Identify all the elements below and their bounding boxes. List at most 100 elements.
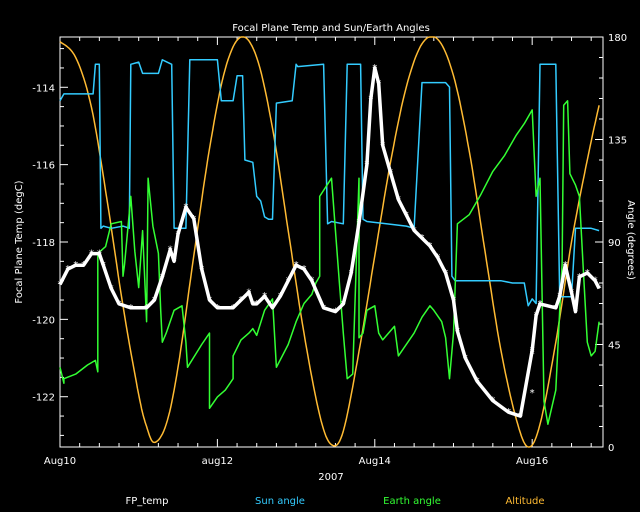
fp-temp-point: *	[506, 407, 511, 418]
fp-temp-point: *	[89, 249, 94, 260]
fp-temp-point: *	[597, 283, 602, 294]
fp-temp-point: *	[73, 260, 78, 271]
legend-item: Altitude	[505, 496, 544, 507]
y-tick-label-left: -114	[32, 83, 55, 94]
fp-temp-point: *	[341, 299, 346, 310]
fp-temp-point: *	[518, 411, 523, 422]
fp-temp-point: *	[577, 272, 582, 283]
fp-temp-point: *	[455, 326, 460, 337]
fp-temp-point: *	[254, 299, 259, 310]
fp-temp-point: *	[239, 295, 244, 306]
fp-temp-point: *	[207, 295, 212, 306]
x-tick-label: aug12	[202, 456, 234, 467]
fp-temp-point: *	[372, 63, 377, 74]
series-line-fp-temp	[58, 66, 601, 418]
y-tick-label-right: 0	[608, 443, 614, 454]
series-line-altitude	[59, 36, 600, 448]
legend: FP_temp Sun angle Earth angle Altitude	[126, 496, 545, 507]
fp-temp-point: *	[557, 291, 562, 302]
fp-temp-point: *	[191, 214, 196, 225]
fp-temp-point: *	[172, 256, 177, 267]
axis-ticks: Aug10 aug12 Aug14 Aug16 -114 -116 -118 -120 -122…	[32, 33, 627, 467]
fp-temp-point: *	[294, 260, 299, 271]
fp-temp-point: *	[286, 276, 291, 287]
fp-temp-outlier: *	[530, 349, 535, 360]
fp-temp-point: *	[183, 202, 188, 213]
y-tick-label-right: 180	[608, 33, 627, 44]
fp-temp-point: *	[388, 167, 393, 178]
fp-temp-point: *	[81, 260, 86, 271]
fp-temp-point: *	[231, 303, 236, 314]
fp-temp-point: *	[168, 245, 173, 256]
fp-temp-point: *	[451, 295, 456, 306]
fp-temp-point: *	[563, 260, 568, 271]
fp-temp-point: *	[357, 218, 362, 229]
fp-temp-point: *	[593, 276, 598, 287]
fp-temp-point: *	[109, 283, 114, 294]
legend-item: Sun angle	[255, 496, 305, 507]
fp-temp-point: *	[463, 353, 468, 364]
fp-temp-point: *	[490, 396, 495, 407]
fp-temp-point: *	[412, 225, 417, 236]
fp-temp-point: *	[435, 252, 440, 263]
series-layer: ** * ** **** * *********** ********** *** ******…	[58, 36, 602, 448]
fp-temp-point: *	[176, 229, 181, 240]
fp-temp-point: *	[420, 233, 425, 244]
fp-temp-point: *	[215, 303, 220, 314]
x-tick-label: Aug10	[44, 456, 76, 467]
fp-temp-point: *	[380, 140, 385, 151]
legend-item: Earth angle	[383, 496, 441, 507]
y-tick-label-right: 45	[608, 341, 621, 352]
fp-temp-point: *	[152, 295, 157, 306]
fp-temp-point: *	[301, 264, 306, 275]
legend-item: FP_temp	[126, 496, 169, 507]
fp-temp-point: *	[97, 249, 102, 260]
fp-temp-point: *	[101, 260, 106, 271]
x-axis-label: 2007	[318, 472, 343, 483]
fp-temp-point: *	[349, 268, 354, 279]
y-tick-label-left: -116	[32, 161, 55, 172]
y-tick-label-left: -118	[32, 238, 55, 249]
fp-temp-point: *	[117, 299, 122, 310]
fp-temp-point: *	[376, 78, 381, 89]
fp-temp-point: *	[250, 299, 255, 310]
fp-temp-point: *	[475, 376, 480, 387]
chart-title: Focal Plane Temp and Sun/Earth Angles	[232, 23, 430, 34]
fp-temp-point: *	[199, 264, 204, 275]
fp-temp-point: *	[569, 287, 574, 298]
y-axis-label-left: Focal Plane Temp (degC)	[14, 180, 25, 303]
fp-temp-point: *	[538, 299, 543, 310]
x-tick-label: Aug14	[359, 456, 391, 467]
fp-temp-point: *	[246, 287, 251, 298]
fp-temp-point: *	[427, 241, 432, 252]
fp-temp-point: *	[278, 291, 283, 302]
fp-temp-point: *	[333, 307, 338, 318]
fp-temp-point: *	[573, 307, 578, 318]
series-line-earth-angle	[59, 100, 600, 425]
fp-temp-point: *	[534, 310, 539, 321]
y-tick-label-left: -122	[32, 393, 55, 404]
y-tick-label-left: -120	[32, 315, 55, 326]
fp-temp-point: *	[309, 276, 314, 287]
fp-temp-point: *	[262, 291, 267, 302]
series-line-sun-angle	[59, 59, 600, 307]
fp-temp-point: *	[58, 280, 63, 291]
fp-temp-point: *	[396, 194, 401, 205]
fp-temp-point: *	[128, 303, 133, 314]
y-axis-label-right: Angle (degrees)	[625, 200, 636, 280]
fp-temp-point: *	[368, 94, 373, 105]
fp-temp-point: *	[270, 303, 275, 314]
fp-temp-outlier: *	[530, 388, 535, 399]
y-tick-label-right: 135	[608, 136, 627, 147]
fp-temp-point: *	[443, 268, 448, 279]
fp-temp-point: *	[553, 303, 558, 314]
y-tick-label-right: 90	[608, 238, 621, 249]
fp-temp-point: *	[585, 268, 590, 279]
fp-temp-point: *	[144, 303, 149, 314]
fp-temp-point: *	[364, 160, 369, 171]
fp-temp-point: *	[160, 272, 165, 283]
fp-temp-point: *	[65, 264, 70, 275]
fp-temp-point: *	[321, 303, 326, 314]
